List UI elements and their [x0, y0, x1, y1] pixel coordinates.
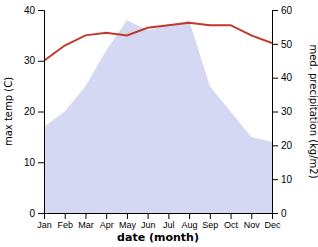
- tick-label: Feb: [57, 220, 73, 230]
- tick-label: 60: [281, 5, 293, 16]
- tick-mark: [106, 213, 107, 219]
- tick-label: Apr: [100, 220, 114, 230]
- area: [44, 20, 272, 213]
- tick-label: Sep: [202, 220, 218, 230]
- tick: Feb: [57, 213, 73, 230]
- tick-mark: [231, 213, 232, 219]
- tick-label: May: [119, 220, 137, 230]
- tick-mark: [272, 10, 278, 11]
- tick: Aug: [182, 213, 198, 230]
- tick: 0: [29, 208, 44, 219]
- tick-mark: [272, 78, 278, 79]
- tick-mark: [38, 61, 44, 62]
- tick-mark: [148, 213, 149, 219]
- tick-mark: [272, 213, 278, 214]
- tick: 40: [24, 5, 44, 16]
- tick-mark: [65, 213, 66, 219]
- x-axis: Jan Feb Mar Apr May Jun Jul Aug Sep Oct NovDec: [37, 213, 281, 230]
- y2-axis-title: med. precipitation (kg/m2): [308, 44, 318, 178]
- tick-mark: [272, 44, 278, 45]
- tick: 40: [272, 72, 293, 83]
- axis-line: [273, 11, 279, 214]
- tick: 30: [24, 55, 44, 66]
- line: [44, 23, 272, 61]
- tick-label: 30: [24, 55, 36, 66]
- tick: Jun: [141, 213, 156, 230]
- tick-label: 50: [281, 39, 293, 50]
- tick-label: Jan: [37, 220, 52, 230]
- tick: Jul: [163, 213, 175, 230]
- tick-label: 40: [24, 5, 36, 16]
- tick: Oct: [224, 213, 239, 230]
- tick-label: 10: [281, 174, 293, 185]
- tick-label: Dec: [264, 220, 281, 230]
- tick-label: 20: [281, 140, 293, 151]
- tick-mark: [272, 145, 278, 146]
- tick: Apr: [100, 213, 114, 230]
- tick-mark: [38, 10, 44, 11]
- tick-mark: [272, 112, 278, 113]
- tick-mark: [85, 213, 86, 219]
- x-axis-title: date (month): [117, 231, 199, 244]
- tick-label: 20: [24, 106, 36, 117]
- tick: 50: [272, 39, 293, 50]
- tick-label: Aug: [182, 220, 198, 230]
- tick: Jan: [37, 213, 52, 230]
- y-axis-title: max temp (C): [3, 77, 14, 146]
- y2-axis: 0 10 20 30 40 50 60: [272, 5, 293, 219]
- axis-line: [38, 11, 45, 214]
- tick-label: Jul: [163, 220, 175, 230]
- tick-mark: [251, 213, 252, 219]
- tick-mark: [38, 162, 44, 163]
- tick: Nov: [244, 213, 261, 230]
- tick-label: Nov: [244, 220, 261, 230]
- tick-mark: [168, 213, 169, 219]
- tick-mark: [38, 213, 44, 214]
- tick: 10: [272, 174, 293, 185]
- tick: Mar: [78, 213, 94, 230]
- tick: Dec: [264, 213, 281, 230]
- y-axis: 0 10 20 30 40: [24, 5, 45, 219]
- tick-mark: [210, 213, 211, 219]
- tick-mark: [272, 179, 278, 180]
- tick: 0: [272, 208, 287, 219]
- axis-line: [45, 214, 273, 220]
- tick: Sep: [202, 213, 218, 230]
- tick-label: 40: [281, 72, 293, 83]
- tick-label: Mar: [78, 220, 94, 230]
- tick-label: Oct: [224, 220, 239, 230]
- tick-label: 30: [281, 106, 293, 117]
- tick: May: [119, 213, 137, 230]
- tick: 10: [24, 157, 44, 168]
- tick-label: 0: [281, 208, 287, 219]
- tick: 60: [272, 5, 293, 16]
- tick-mark: [127, 213, 128, 219]
- tick-mark: [38, 112, 44, 113]
- chart: JanFebMarAprMayJunJulAugSepOctNovDec0102…: [0, 0, 318, 247]
- tick-label: Jun: [141, 220, 156, 230]
- plot-area: [44, 20, 272, 213]
- tick: 30: [272, 106, 293, 117]
- tick: 20: [24, 106, 44, 117]
- tick: 20: [272, 140, 293, 151]
- tick-label: 10: [24, 157, 36, 168]
- tick-label: 0: [29, 208, 35, 219]
- tick-mark: [189, 213, 190, 219]
